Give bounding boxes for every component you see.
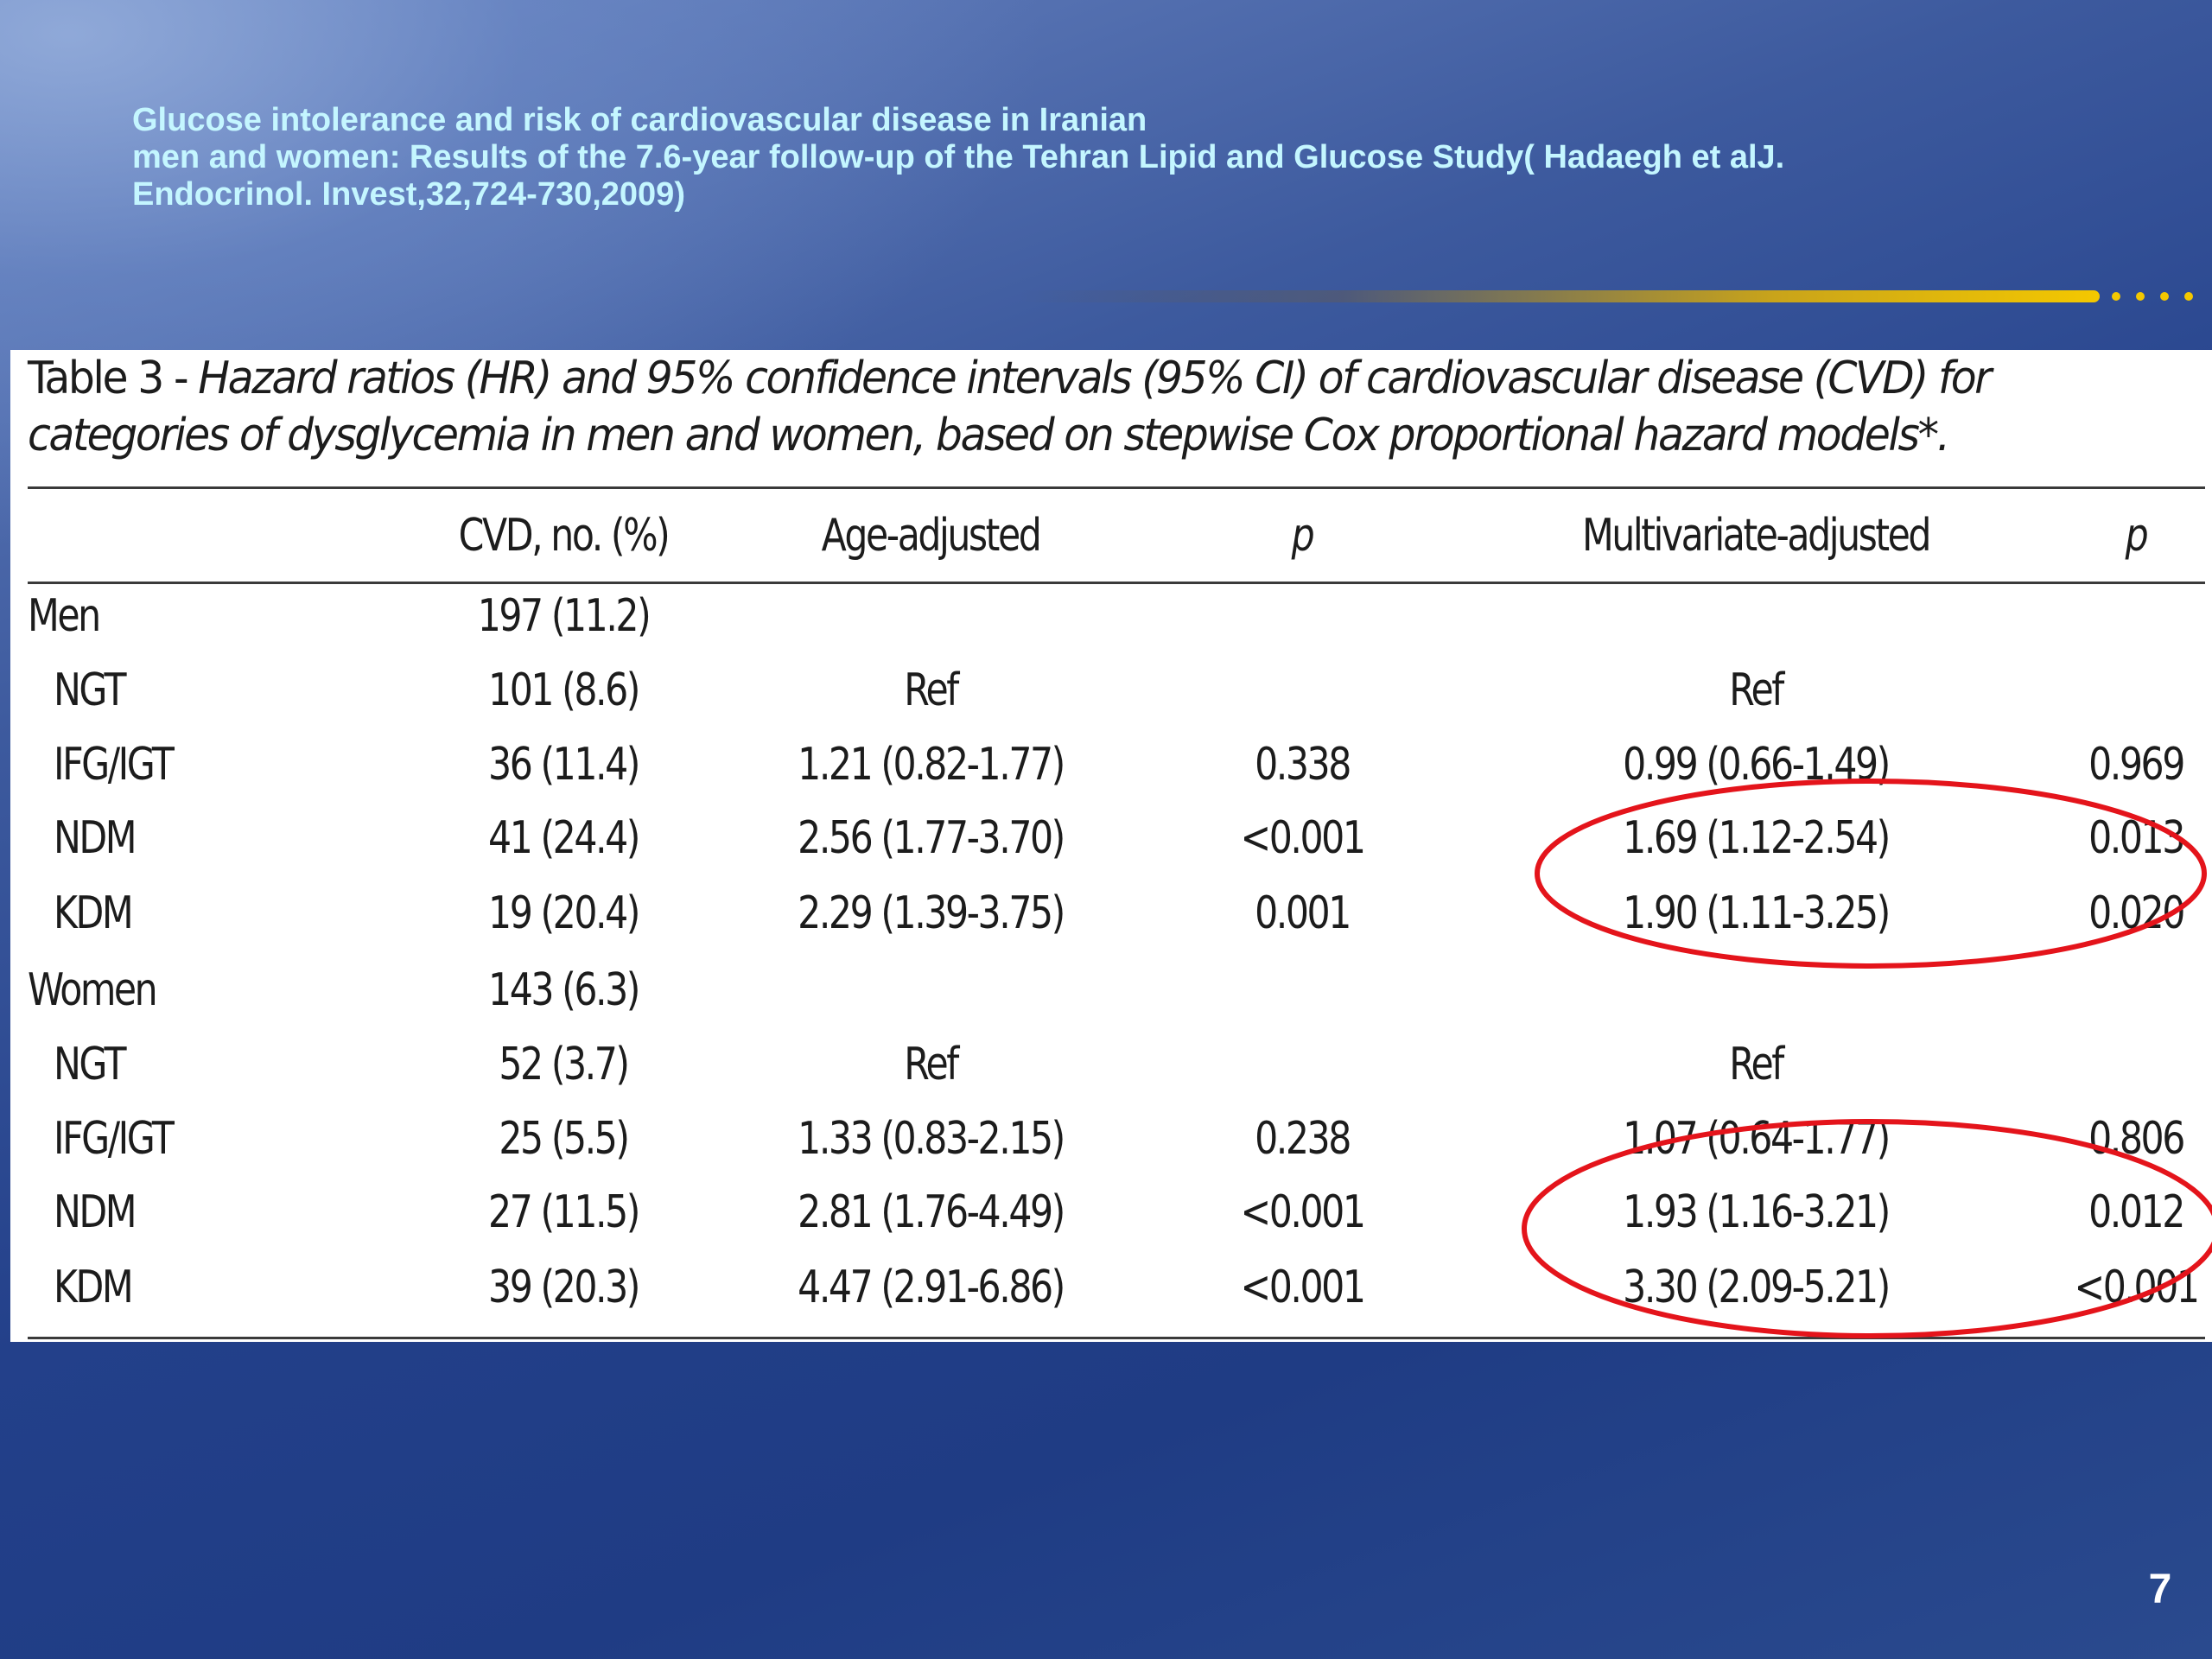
cell-multivariate-adjusted: 1.07 (0.64-1.77) bbox=[1623, 1113, 1891, 1165]
cell-p-multi: 0.013 bbox=[2088, 812, 2185, 864]
cell-p-age: <0.001 bbox=[1240, 1262, 1365, 1313]
accent-dot bbox=[2136, 292, 2145, 301]
cell-cvd: 41 (24.4) bbox=[488, 812, 640, 864]
cell-age-adjusted: Ref bbox=[904, 664, 959, 716]
slide-title: Glucose intolerance and risk of cardiova… bbox=[132, 102, 2076, 213]
table-header-rule bbox=[28, 582, 2205, 584]
cell-multivariate-adjusted: 3.30 (2.09-5.21) bbox=[1623, 1262, 1891, 1313]
row-label: NDM bbox=[54, 812, 137, 864]
cell-cvd: 143 (6.3) bbox=[488, 964, 640, 1016]
row-label: NDM bbox=[54, 1186, 137, 1238]
header-age-adjusted: Age-adjusted bbox=[821, 510, 1042, 562]
row-label: IFG/IGT bbox=[54, 1113, 175, 1165]
cell-p-age: <0.001 bbox=[1240, 1186, 1365, 1238]
table-top-rule bbox=[28, 486, 2205, 489]
cell-cvd: 197 (11.2) bbox=[477, 590, 652, 642]
header-p-multi: p bbox=[2125, 510, 2149, 562]
cell-age-adjusted: 4.47 (2.91-6.86) bbox=[798, 1262, 1065, 1313]
cell-cvd: 36 (11.4) bbox=[488, 739, 640, 791]
cell-cvd: 39 (20.3) bbox=[488, 1262, 640, 1313]
group-label: Women bbox=[28, 964, 158, 1016]
cell-p-multi: <0.001 bbox=[2074, 1262, 2199, 1313]
cell-multivariate-adjusted: 0.99 (0.66-1.49) bbox=[1623, 739, 1891, 791]
header-multivariate-adjusted: Multivariate-adjusted bbox=[1581, 510, 1932, 562]
table-bottom-rule bbox=[28, 1337, 2205, 1339]
accent-divider bbox=[1020, 290, 2100, 302]
cell-cvd: 101 (8.6) bbox=[488, 664, 640, 716]
cell-p-age: <0.001 bbox=[1240, 812, 1365, 864]
cell-cvd: 25 (5.5) bbox=[499, 1113, 630, 1165]
row-label: NGT bbox=[54, 664, 127, 716]
cell-multivariate-adjusted: Ref bbox=[1729, 664, 1784, 716]
accent-dot bbox=[2160, 292, 2169, 301]
table-image-panel: Table 3 - Hazard ratios (HR) and 95% con… bbox=[10, 350, 2212, 1342]
title-line-2: men and women: Results of the 7.6-year f… bbox=[132, 139, 1785, 175]
slide-number: 7 bbox=[2148, 1567, 2172, 1612]
table-caption-body: Hazard ratios (HR) and 95% confidence in… bbox=[28, 353, 1992, 461]
cell-age-adjusted: Ref bbox=[904, 1039, 959, 1090]
cell-p-age: 0.338 bbox=[1255, 739, 1351, 791]
cell-age-adjusted: 2.56 (1.77-3.70) bbox=[798, 812, 1065, 864]
header-p-age: p bbox=[1291, 510, 1315, 562]
row-label: KDM bbox=[54, 887, 134, 939]
cell-multivariate-adjusted: 1.93 (1.16-3.21) bbox=[1623, 1186, 1891, 1238]
cell-multivariate-adjusted: 1.90 (1.11-3.25) bbox=[1623, 887, 1891, 939]
row-label: KDM bbox=[54, 1262, 134, 1313]
cell-p-multi: 0.020 bbox=[2088, 887, 2185, 939]
table-caption: Table 3 - Hazard ratios (HR) and 95% con… bbox=[28, 350, 2075, 464]
cell-age-adjusted: 1.33 (0.83-2.15) bbox=[798, 1113, 1065, 1165]
cell-age-adjusted: 2.81 (1.76-4.49) bbox=[798, 1186, 1065, 1238]
cell-p-multi: 0.012 bbox=[2088, 1186, 2185, 1238]
cell-p-age: 0.238 bbox=[1255, 1113, 1351, 1165]
header-cvd: CVD, no. (%) bbox=[458, 510, 671, 562]
cell-cvd: 19 (20.4) bbox=[488, 887, 640, 939]
row-label: NGT bbox=[54, 1039, 127, 1090]
cell-age-adjusted: 2.29 (1.39-3.75) bbox=[798, 887, 1065, 939]
cell-p-multi: 0.969 bbox=[2088, 739, 2185, 791]
row-label: IFG/IGT bbox=[54, 739, 175, 791]
cell-p-multi: 0.806 bbox=[2088, 1113, 2185, 1165]
cell-cvd: 52 (3.7) bbox=[499, 1039, 630, 1090]
cell-multivariate-adjusted: 1.69 (1.12-2.54) bbox=[1623, 812, 1891, 864]
cell-p-age: 0.001 bbox=[1255, 887, 1351, 939]
title-line-3: Endocrinol. Invest,32,724-730,2009) bbox=[132, 176, 685, 213]
accent-dot bbox=[2184, 292, 2193, 301]
cell-age-adjusted: 1.21 (0.82-1.77) bbox=[798, 739, 1065, 791]
group-label: Men bbox=[28, 590, 101, 642]
table-caption-lead: Table 3 - bbox=[28, 353, 199, 404]
title-line-1: Glucose intolerance and risk of cardiova… bbox=[132, 102, 1147, 138]
cell-multivariate-adjusted: Ref bbox=[1729, 1039, 1784, 1090]
cell-cvd: 27 (11.5) bbox=[488, 1186, 640, 1238]
accent-dot bbox=[2112, 292, 2120, 301]
